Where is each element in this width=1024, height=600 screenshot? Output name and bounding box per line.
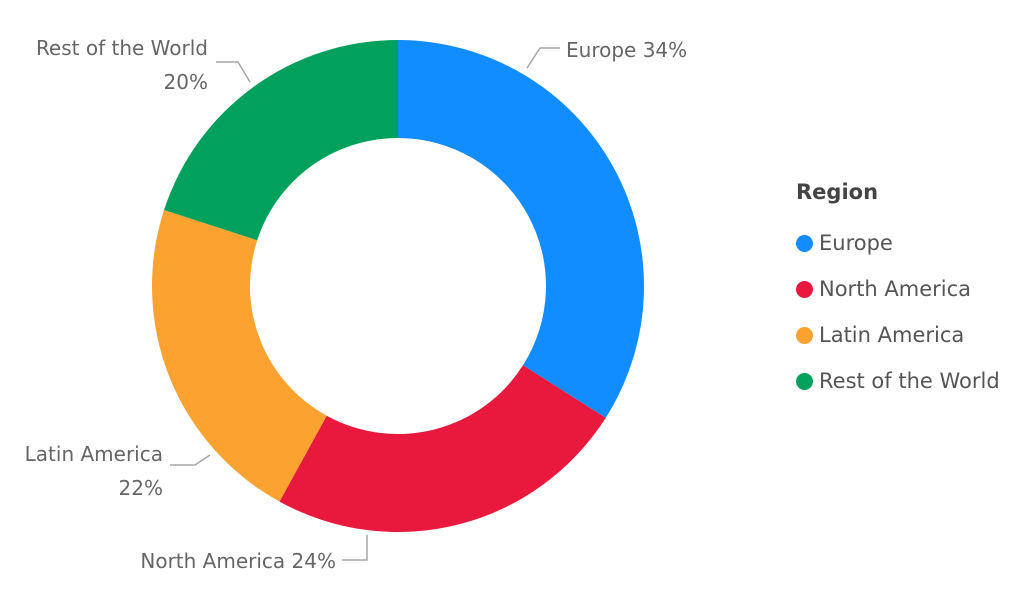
slice-label-latin-america-value: 22% <box>119 476 163 500</box>
legend-dot-rest-of-world <box>796 372 813 390</box>
legend-dot-latin-america <box>796 326 813 344</box>
slice-label-europe: Europe 34% <box>566 38 687 62</box>
donut-slices <box>152 39 644 532</box>
legend-dot-europe <box>796 234 813 252</box>
legend-label-europe: Europe <box>819 231 893 255</box>
legend: Region Europe North America Latin Americ… <box>796 180 1000 404</box>
leader-north-america <box>342 535 368 561</box>
leader-rest-of-world <box>216 61 251 83</box>
slice-label-rest-of-world-value: 20% <box>164 70 208 94</box>
slice-label-north-america: North America 24% <box>140 549 336 573</box>
slice-label-latin-america: Latin America <box>25 442 163 466</box>
legend-dot-north-america <box>796 280 813 298</box>
slice-label-rest-of-world: Rest of the World <box>36 36 208 60</box>
leader-latin-america <box>170 454 211 466</box>
legend-item-europe[interactable]: Europe <box>796 220 1000 266</box>
legend-item-latin-america[interactable]: Latin America <box>796 312 1000 358</box>
legend-item-rest-of-world[interactable]: Rest of the World <box>796 358 1000 404</box>
slice-rest-of-the-world[interactable] <box>164 39 398 241</box>
slice-europe[interactable] <box>398 40 644 418</box>
slice-latin-america[interactable] <box>152 209 327 502</box>
legend-label-north-america: North America <box>819 277 972 301</box>
leader-europe <box>526 47 560 69</box>
slice-north-america[interactable] <box>279 365 606 532</box>
leader-lines <box>170 47 560 561</box>
legend-item-north-america[interactable]: North America <box>796 266 1000 312</box>
legend-label-rest-of-world: Rest of the World <box>819 369 1000 393</box>
legend-label-latin-america: Latin America <box>819 323 965 347</box>
legend-title: Region <box>796 180 879 204</box>
